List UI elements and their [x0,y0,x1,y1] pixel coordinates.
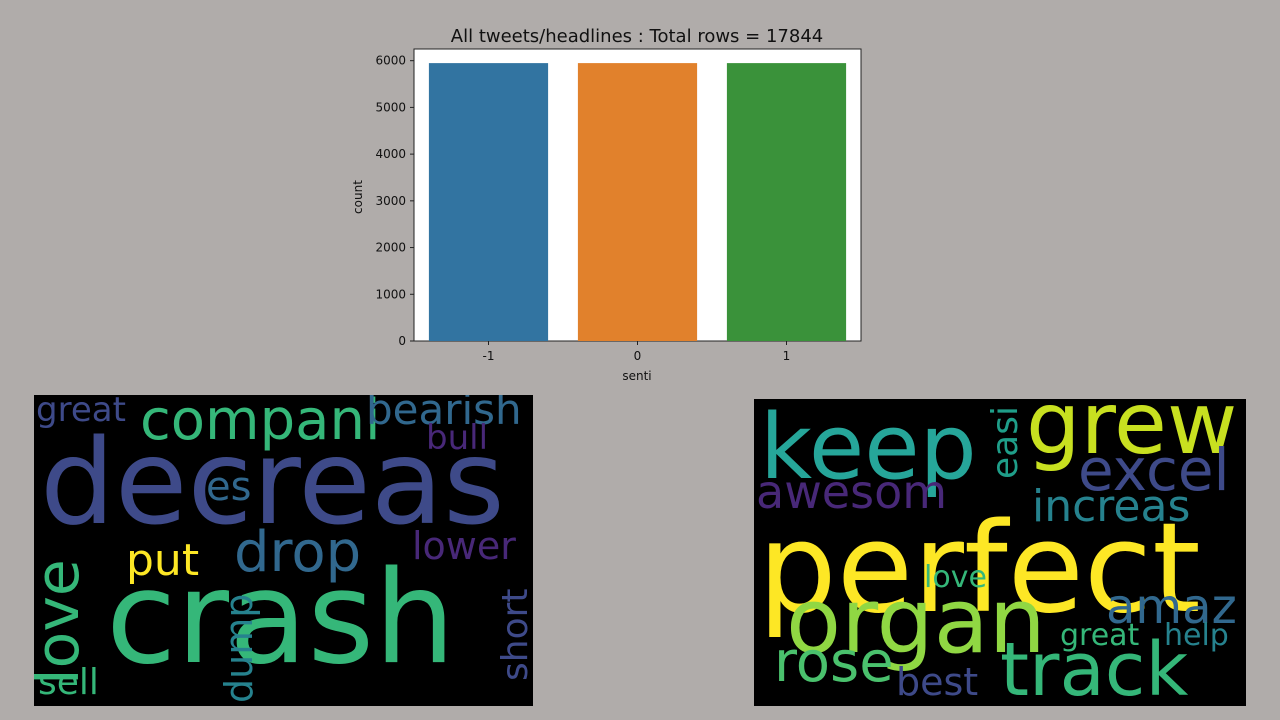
word-sell: sell [38,662,99,703]
y-tick-label: 1000 [375,287,406,301]
word-increas: increas [1032,481,1191,532]
bar-chart: All tweets/headlines : Total rows = 1784… [351,26,862,383]
word-best: best [896,660,979,704]
y-axis-label: count [351,180,365,214]
word-help: help [1164,618,1229,653]
word-amaz: amaz [1106,579,1237,635]
word-love: love [924,560,987,595]
word-compani: compani [140,395,381,453]
y-tick-label: 2000 [375,241,406,255]
bar-0 [577,63,698,342]
bar--1 [428,63,549,342]
wordcloud-negative: great compani bearish bull decreas es dr… [34,395,533,706]
word-put: put [126,535,200,586]
word-crash: crash [106,544,456,693]
wordcloud-positive: keep grew easi excel awesom increas perf… [754,399,1246,706]
y-tick-label: 0 [398,334,406,348]
x-tick-label: 0 [634,349,642,363]
y-tick-label: 6000 [375,54,406,68]
y-tick-label: 4000 [375,147,406,161]
word-great: great [1060,618,1140,653]
x-axis-label: senti [622,369,651,383]
y-tick-label: 3000 [375,194,406,208]
word-es: es [206,464,252,510]
word-organ: organ [786,569,1046,674]
x-tick-label: -1 [483,349,495,363]
chart-title: All tweets/headlines : Total rows = 1784… [451,26,823,47]
x-tick-label: 1 [783,349,791,363]
word-rose: rose [774,630,894,695]
word-keep: keep [760,399,977,500]
word-track: track [1000,627,1189,706]
word-drop: drop [234,520,362,585]
word-bull: bull [426,418,489,458]
word-great: great [36,395,126,430]
word-dump: dump [217,593,261,703]
word-bearish: bearish [366,395,522,434]
word-perfect: perfect [758,497,1201,641]
word-awesom: awesom [756,465,948,519]
word-decreas: decreas [40,413,505,551]
word-lower: lower [412,524,516,568]
word-short: short [495,588,533,681]
word-grew: grew [1026,399,1238,474]
word-easi: easi [985,406,1026,479]
y-tick-label: 5000 [375,100,406,114]
word-excel: excel [1078,436,1230,504]
bar-1 [726,63,847,342]
